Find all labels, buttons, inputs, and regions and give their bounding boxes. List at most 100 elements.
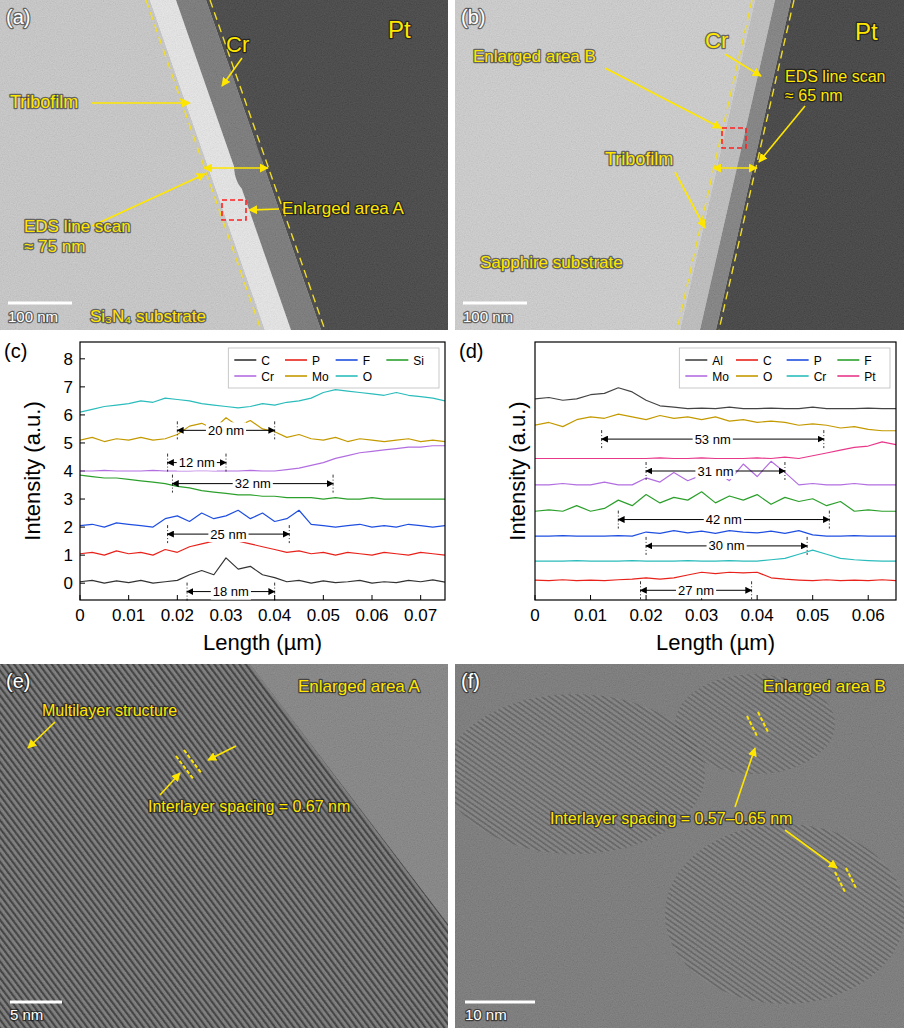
- x-tick-label: 0.02: [630, 606, 663, 625]
- x-tick-label: 0.06: [852, 606, 885, 625]
- image-label: Cr: [705, 28, 728, 53]
- x-tick-label: 0.07: [404, 606, 437, 625]
- plot-area: [535, 342, 896, 600]
- y-tick-label: 2: [64, 518, 73, 537]
- image-label: Enlarged area B: [763, 677, 886, 696]
- series-group: [535, 388, 896, 581]
- x-tick-label: 0.03: [209, 606, 242, 625]
- legend-swatch: [736, 375, 758, 377]
- series-line: [80, 510, 445, 527]
- label-arrow: [759, 106, 805, 162]
- x-tick: [372, 595, 373, 600]
- eds-scan-line: [204, 167, 268, 169]
- legend-swatch: [837, 375, 859, 377]
- series-line: [80, 390, 445, 412]
- hrtem-ground: [0, 664, 448, 1028]
- legend-swatch: [386, 359, 408, 361]
- x-tick: [646, 595, 647, 600]
- grain-overlay: [455, 0, 904, 330]
- series-line: [535, 414, 896, 431]
- annotation-label: 42 nm: [706, 512, 742, 527]
- legend-swatch: [285, 375, 307, 377]
- series-group: [80, 390, 445, 583]
- label-arrow: [675, 172, 705, 228]
- x-tick-label: 0.05: [796, 606, 829, 625]
- chart: 00.010.020.030.040.050.0653 nm31 nm42 nm…: [459, 340, 896, 655]
- legend-swatch: [685, 375, 707, 377]
- y-tick-label: 0: [64, 574, 73, 593]
- text-line: ≈ 75 nm: [24, 237, 85, 256]
- x-tick-label: 0: [75, 606, 84, 625]
- scale-bar: [8, 302, 72, 305]
- y-tick-label: 8: [64, 350, 73, 369]
- y-tick: [80, 527, 85, 528]
- y-tick-label: 5: [64, 434, 73, 453]
- x-tick: [812, 595, 813, 600]
- legend-label: Cr: [261, 370, 274, 384]
- legend-label: F: [363, 354, 370, 368]
- label-arrow: [160, 773, 180, 795]
- panel-letter: (b): [461, 6, 485, 28]
- enlarged-area-box: [222, 200, 246, 220]
- annotation-label: 32 nm: [235, 476, 271, 491]
- image-label: Cr: [226, 32, 249, 57]
- image-label: Sapphire substrate: [480, 253, 623, 272]
- x-tick-label: 0.01: [112, 606, 145, 625]
- spacing-marker: [846, 868, 856, 888]
- text-line: EDS line scan: [785, 68, 886, 85]
- hrtem-ground: [455, 664, 904, 1028]
- plot-frame: [535, 342, 896, 600]
- annotation-label: 30 nm: [709, 538, 745, 553]
- micrograph-panel: Enlarged area BInterlayer spacing = 0.57…: [455, 664, 904, 1028]
- legend-swatch: [336, 375, 358, 377]
- figure: Cr Pt Tribofilm Enlarged area A EDS line sca…: [0, 0, 904, 1028]
- series-line: [535, 388, 896, 409]
- annotation-label: 25 nm: [210, 527, 246, 542]
- image-label: Enlarged area A: [282, 199, 405, 218]
- image-label: Tribofilm: [10, 92, 78, 112]
- micrograph-panel: CrPtEnlarged area BEDS line scan≈ 65 nmT…: [455, 0, 904, 330]
- image-label: Si₃N₄ substrate: [90, 307, 206, 326]
- series-line: [535, 531, 896, 537]
- panel-letter: (a): [6, 6, 30, 28]
- label-arrow: [785, 830, 837, 868]
- annotation-patch: [211, 584, 251, 600]
- eds-scan-line: [713, 167, 757, 169]
- x-axis-title: Length (µm): [656, 630, 775, 655]
- image-label: Pt: [855, 18, 878, 45]
- legend-label: Al: [712, 354, 723, 368]
- enlarged-area-box: [722, 128, 746, 148]
- legend-label: O: [363, 370, 372, 384]
- label-arrow: [222, 58, 242, 86]
- annotation-patch: [695, 463, 735, 479]
- scale-bar: [10, 1001, 62, 1004]
- legend-label: Pt: [864, 370, 876, 384]
- plot-frame: [80, 342, 445, 600]
- legend-label: C: [261, 354, 270, 368]
- legend-label: Cr: [814, 370, 827, 384]
- legend-swatch: [336, 359, 358, 361]
- annotation-label: 20 nm: [208, 423, 244, 438]
- series-line: [535, 461, 896, 485]
- legend-swatch: [234, 359, 256, 361]
- series-line: [80, 418, 445, 442]
- x-tick-label: 0: [530, 606, 539, 625]
- grain-overlay: [0, 0, 448, 330]
- spacing-marker: [184, 750, 202, 774]
- x-tick: [177, 595, 178, 600]
- x-tick: [868, 595, 869, 600]
- panel-letter: (d): [459, 340, 483, 362]
- annotation-patch: [177, 455, 217, 471]
- y-axis-title: Intensity (a.u.): [20, 401, 45, 540]
- y-tick-label: 1: [64, 546, 73, 565]
- label-arrow: [208, 746, 236, 760]
- x-tick: [128, 595, 129, 600]
- x-tick: [420, 595, 421, 600]
- x-tick: [757, 595, 758, 600]
- grain-overlay: [0, 664, 448, 1028]
- legend-label: C: [763, 354, 772, 368]
- legend: AlCPFMoOCrPt: [679, 348, 890, 388]
- image-label: Enlarged area A: [298, 677, 421, 696]
- legend-swatch: [234, 375, 256, 377]
- label-arrow: [28, 722, 55, 748]
